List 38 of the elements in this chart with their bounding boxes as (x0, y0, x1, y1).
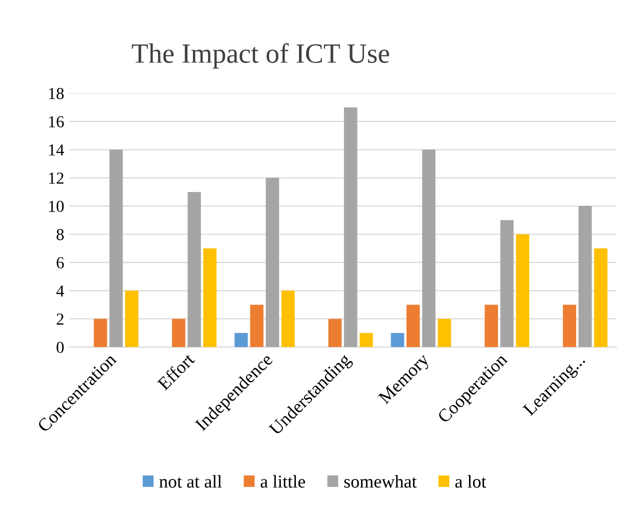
bar (422, 150, 436, 348)
bar (203, 248, 217, 348)
bar (406, 304, 420, 348)
y-tick-label: 6 (56, 257, 64, 268)
y-tick-label: 10 (49, 200, 64, 212)
y-tick-label: 16 (49, 116, 64, 128)
legend-label: somewhat (344, 475, 417, 488)
y-tick-label: 14 (49, 144, 64, 156)
legend-label: not at all (159, 475, 222, 488)
y-tick-label: 4 (56, 285, 64, 296)
bar (172, 318, 186, 348)
bar (390, 332, 404, 348)
bar (266, 178, 280, 348)
bar (344, 107, 358, 348)
bar (484, 304, 498, 348)
bar (516, 234, 530, 348)
y-tick-label: 2 (56, 314, 64, 325)
bar (328, 318, 342, 348)
bar (109, 150, 123, 348)
legend-label: a lot (455, 475, 486, 488)
bar (500, 220, 514, 348)
bar (94, 318, 108, 348)
legend-label: a little (260, 475, 306, 488)
bar (234, 332, 248, 348)
bar (438, 318, 452, 348)
y-tick-label: 8 (56, 228, 64, 240)
bar (594, 248, 608, 348)
y-tick-label: 18 (49, 88, 64, 100)
y-tick-label: 12 (49, 172, 64, 184)
y-tick-label: 0 (56, 342, 64, 354)
bar (281, 290, 295, 348)
bar (125, 290, 138, 348)
bar (188, 192, 201, 348)
bar (250, 304, 264, 348)
bar (360, 332, 373, 348)
bar (578, 206, 592, 348)
bar (562, 304, 576, 348)
chart-title: The Impact of ICT Use (132, 43, 390, 69)
